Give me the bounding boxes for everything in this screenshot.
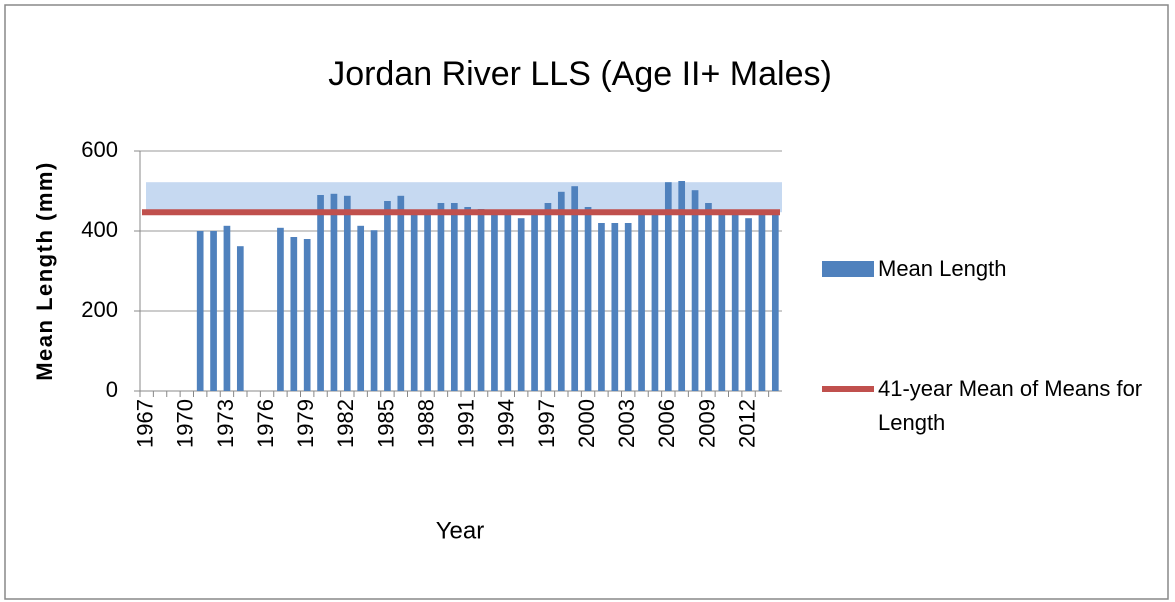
bar	[343, 195, 351, 391]
bar	[384, 201, 391, 391]
x-tick-label: 1988	[413, 399, 438, 448]
legend-entry: Mean Length	[822, 252, 1162, 286]
bar	[196, 231, 204, 391]
bar	[303, 239, 311, 391]
bar	[557, 191, 565, 391]
range-band	[146, 182, 782, 213]
bar	[664, 182, 672, 391]
bar	[638, 213, 645, 391]
legend-key	[822, 386, 874, 392]
x-tick-label: 1991	[454, 399, 479, 448]
bar	[210, 231, 217, 391]
bar	[651, 213, 659, 391]
bar	[718, 211, 726, 391]
x-tick-label: 1970	[173, 399, 198, 448]
bar	[477, 209, 485, 391]
chart-border	[4, 4, 1169, 600]
bar	[598, 223, 605, 391]
bar	[731, 211, 739, 391]
bar	[758, 211, 766, 391]
x-tick-label: 2000	[574, 399, 599, 448]
y-tick-label: 400	[81, 217, 118, 242]
bar	[437, 203, 445, 391]
x-tick-label: 1967	[133, 399, 158, 448]
bar	[745, 218, 752, 391]
bar	[450, 203, 458, 391]
bar	[624, 223, 632, 391]
bar	[370, 230, 378, 391]
bar	[236, 246, 244, 391]
x-tick-label: 1973	[213, 399, 238, 448]
bar	[277, 227, 284, 391]
bar	[491, 211, 498, 391]
bar	[464, 207, 472, 391]
bar	[584, 207, 592, 391]
y-tick-label: 0	[106, 377, 118, 402]
bar	[397, 195, 405, 391]
y-tick-label: 600	[81, 137, 118, 162]
bar	[691, 190, 699, 391]
bar	[531, 215, 538, 391]
y-axis-label: Mean Length (mm)	[32, 161, 57, 381]
bar	[544, 203, 552, 391]
legend-label: Mean Length	[878, 256, 1007, 281]
bar	[504, 211, 512, 391]
x-tick-label: 1997	[534, 399, 559, 448]
legend: Mean Length 41-year Mean of Means for Len…	[822, 252, 1162, 440]
x-tick-label: 1979	[293, 399, 318, 448]
legend-key	[822, 261, 874, 277]
legend-label: 41-year Mean of Means for Length	[878, 376, 1143, 435]
chart-title: Jordan River LLS (Age II+ Males)	[328, 55, 832, 93]
x-tick-label: 1976	[253, 399, 278, 448]
x-axis-label: Year	[436, 517, 485, 544]
x-tick-label: 2003	[614, 399, 639, 448]
bar	[223, 225, 231, 391]
x-tick-label: 1982	[333, 399, 358, 448]
bar	[317, 195, 324, 391]
bar	[357, 225, 365, 391]
x-tick-label: 1985	[373, 399, 398, 448]
bar	[424, 211, 431, 391]
bar	[290, 237, 298, 391]
bar	[705, 203, 712, 391]
bar	[517, 218, 525, 391]
bar	[410, 211, 418, 391]
x-tick-label: 2006	[654, 399, 679, 448]
bar	[571, 186, 579, 391]
bar	[330, 193, 338, 391]
x-tick-label: 1994	[494, 399, 519, 448]
x-tick-label: 2012	[734, 399, 759, 448]
bar	[611, 223, 619, 391]
legend-entry: 41-year Mean of Means for Length	[822, 372, 1162, 440]
x-tick-label: 2009	[694, 399, 719, 448]
bar	[678, 181, 686, 391]
bar	[771, 211, 779, 391]
y-tick-label: 200	[81, 297, 118, 322]
